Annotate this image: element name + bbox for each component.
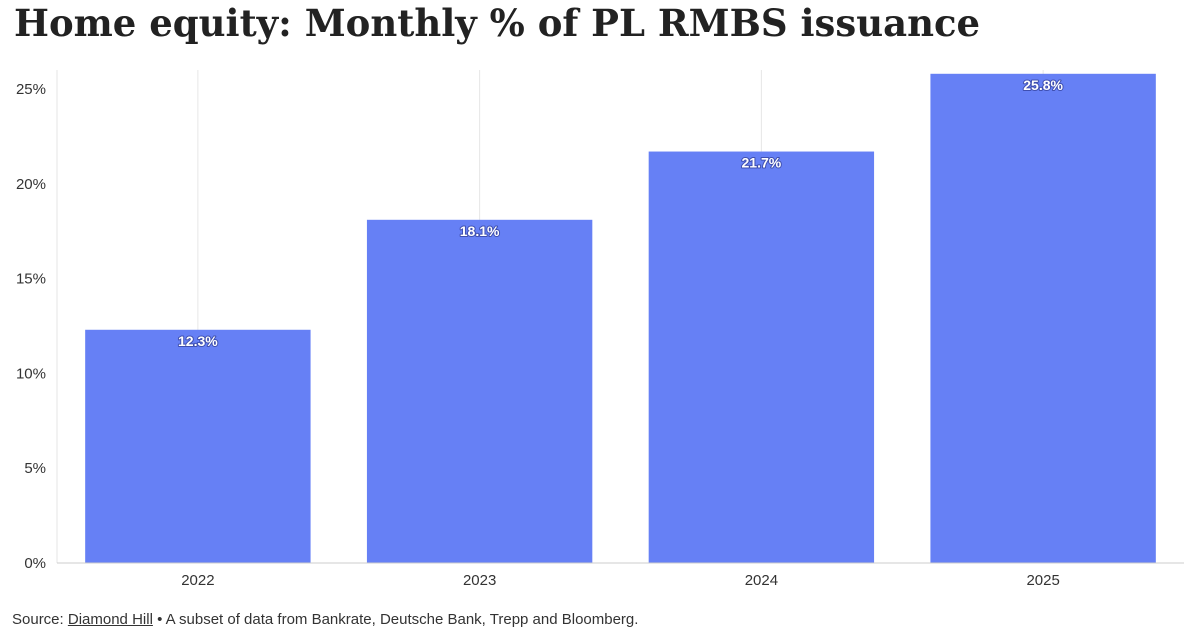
- y-tick-label: 0%: [24, 555, 46, 572]
- y-tick-label: 5%: [24, 460, 46, 477]
- x-tick-label: 2022: [181, 572, 214, 589]
- chart-title: Home equity: Monthly % of PL RMBS issuan…: [14, 1, 981, 45]
- y-tick-label: 20%: [16, 176, 46, 193]
- data-label-2023: 18.1%: [460, 223, 500, 239]
- bars: [85, 73, 1156, 564]
- source-footer: Source: Diamond Hill • A subset of data …: [12, 610, 638, 630]
- source-link[interactable]: Diamond Hill: [67, 611, 153, 628]
- bar-2022[interactable]: [85, 329, 311, 563]
- grid-lines: [197, 70, 1044, 563]
- data-label-2025: 25.8%: [1023, 77, 1063, 93]
- y-tick-label: 15%: [16, 271, 46, 288]
- y-tick-label: 10%: [16, 365, 46, 382]
- x-tick-label: 2023: [463, 572, 496, 589]
- bar-2024[interactable]: [648, 151, 875, 564]
- source-prefix: Source:: [12, 611, 64, 628]
- bar-2023[interactable]: [366, 219, 593, 564]
- source-note: • A subset of data from Bankrate, Deutsc…: [157, 611, 639, 628]
- data-labels: 12.3% 18.1% 21.7% 25.8%: [177, 76, 1064, 350]
- y-tick-label: 25%: [16, 81, 46, 98]
- data-label-2024: 21.7%: [742, 155, 782, 171]
- x-tick-label: 2024: [745, 572, 778, 589]
- axes: 0% 5% 10% 15% 20% 25% 2022 2023 2024 2025: [16, 70, 1184, 589]
- bar-2025[interactable]: [930, 73, 1156, 564]
- data-label-2022: 12.3%: [178, 333, 218, 349]
- x-tick-label: 2025: [1026, 572, 1059, 589]
